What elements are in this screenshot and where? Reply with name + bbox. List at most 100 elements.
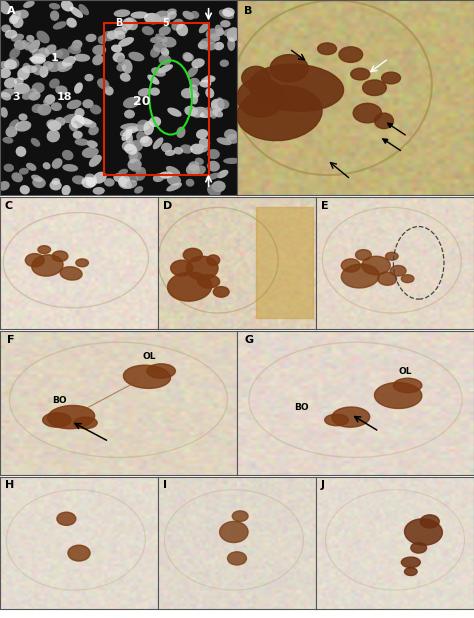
Ellipse shape bbox=[186, 164, 200, 176]
Ellipse shape bbox=[237, 78, 284, 117]
Ellipse shape bbox=[71, 43, 82, 51]
Text: H: H bbox=[5, 481, 14, 491]
Ellipse shape bbox=[1, 25, 11, 33]
Ellipse shape bbox=[159, 26, 171, 35]
Ellipse shape bbox=[270, 54, 308, 82]
Ellipse shape bbox=[81, 119, 97, 128]
Ellipse shape bbox=[210, 33, 220, 41]
Ellipse shape bbox=[123, 365, 171, 388]
Ellipse shape bbox=[155, 11, 171, 22]
Ellipse shape bbox=[171, 19, 183, 30]
Ellipse shape bbox=[82, 177, 96, 188]
Ellipse shape bbox=[29, 40, 40, 53]
Ellipse shape bbox=[138, 88, 151, 96]
Ellipse shape bbox=[341, 264, 379, 288]
Ellipse shape bbox=[214, 42, 224, 50]
Ellipse shape bbox=[32, 49, 48, 59]
Ellipse shape bbox=[36, 31, 50, 43]
Ellipse shape bbox=[11, 33, 24, 42]
Ellipse shape bbox=[121, 59, 133, 74]
Ellipse shape bbox=[385, 252, 398, 260]
Ellipse shape bbox=[120, 73, 131, 82]
Ellipse shape bbox=[4, 77, 17, 88]
Text: 3: 3 bbox=[13, 93, 20, 103]
Ellipse shape bbox=[204, 75, 216, 83]
Ellipse shape bbox=[136, 167, 146, 181]
Ellipse shape bbox=[374, 113, 393, 129]
Ellipse shape bbox=[191, 107, 208, 118]
Ellipse shape bbox=[49, 180, 62, 190]
Ellipse shape bbox=[159, 16, 170, 24]
Ellipse shape bbox=[112, 52, 125, 62]
Ellipse shape bbox=[224, 129, 237, 140]
Ellipse shape bbox=[0, 92, 11, 101]
Ellipse shape bbox=[203, 107, 216, 117]
Text: BO: BO bbox=[52, 396, 67, 405]
Ellipse shape bbox=[207, 149, 220, 159]
Ellipse shape bbox=[128, 52, 145, 61]
Ellipse shape bbox=[52, 178, 60, 185]
Ellipse shape bbox=[249, 64, 344, 111]
Ellipse shape bbox=[97, 78, 109, 90]
Ellipse shape bbox=[242, 66, 270, 90]
Ellipse shape bbox=[43, 61, 54, 69]
Ellipse shape bbox=[150, 36, 164, 43]
Ellipse shape bbox=[404, 567, 417, 575]
Ellipse shape bbox=[45, 44, 56, 54]
Ellipse shape bbox=[404, 519, 442, 545]
Ellipse shape bbox=[62, 164, 78, 172]
Ellipse shape bbox=[129, 151, 138, 163]
Ellipse shape bbox=[66, 18, 77, 28]
Ellipse shape bbox=[120, 127, 133, 137]
Ellipse shape bbox=[153, 43, 167, 53]
Ellipse shape bbox=[55, 117, 65, 126]
Ellipse shape bbox=[318, 43, 337, 54]
Ellipse shape bbox=[227, 38, 235, 51]
Ellipse shape bbox=[6, 126, 18, 137]
Ellipse shape bbox=[118, 176, 130, 187]
Ellipse shape bbox=[136, 132, 149, 143]
Ellipse shape bbox=[201, 38, 216, 45]
Ellipse shape bbox=[0, 61, 9, 69]
Ellipse shape bbox=[237, 85, 322, 141]
Ellipse shape bbox=[167, 174, 181, 186]
Ellipse shape bbox=[45, 95, 55, 104]
Ellipse shape bbox=[217, 99, 229, 109]
Ellipse shape bbox=[153, 137, 164, 150]
Ellipse shape bbox=[171, 260, 193, 276]
Ellipse shape bbox=[124, 143, 137, 154]
Ellipse shape bbox=[378, 272, 397, 286]
Ellipse shape bbox=[189, 85, 198, 93]
Ellipse shape bbox=[39, 66, 48, 78]
Ellipse shape bbox=[161, 48, 169, 56]
Ellipse shape bbox=[72, 176, 86, 185]
Ellipse shape bbox=[52, 251, 68, 261]
Ellipse shape bbox=[207, 185, 221, 197]
Ellipse shape bbox=[102, 31, 115, 41]
Ellipse shape bbox=[158, 64, 173, 74]
Ellipse shape bbox=[128, 159, 142, 171]
Text: OL: OL bbox=[142, 352, 155, 362]
Ellipse shape bbox=[191, 93, 198, 104]
Ellipse shape bbox=[49, 78, 60, 88]
Ellipse shape bbox=[158, 54, 172, 66]
Ellipse shape bbox=[125, 17, 138, 30]
Ellipse shape bbox=[182, 11, 194, 20]
Ellipse shape bbox=[114, 9, 130, 17]
Ellipse shape bbox=[147, 364, 175, 378]
Ellipse shape bbox=[37, 104, 52, 116]
Ellipse shape bbox=[199, 138, 210, 148]
Ellipse shape bbox=[84, 74, 94, 82]
Ellipse shape bbox=[390, 266, 406, 276]
Ellipse shape bbox=[85, 34, 97, 42]
Ellipse shape bbox=[85, 174, 97, 184]
Ellipse shape bbox=[88, 126, 99, 135]
Ellipse shape bbox=[31, 138, 40, 146]
Ellipse shape bbox=[222, 7, 235, 17]
Ellipse shape bbox=[211, 180, 226, 192]
Ellipse shape bbox=[217, 137, 232, 145]
Ellipse shape bbox=[167, 108, 182, 117]
Ellipse shape bbox=[14, 40, 27, 50]
Ellipse shape bbox=[223, 158, 241, 164]
Ellipse shape bbox=[5, 30, 18, 39]
